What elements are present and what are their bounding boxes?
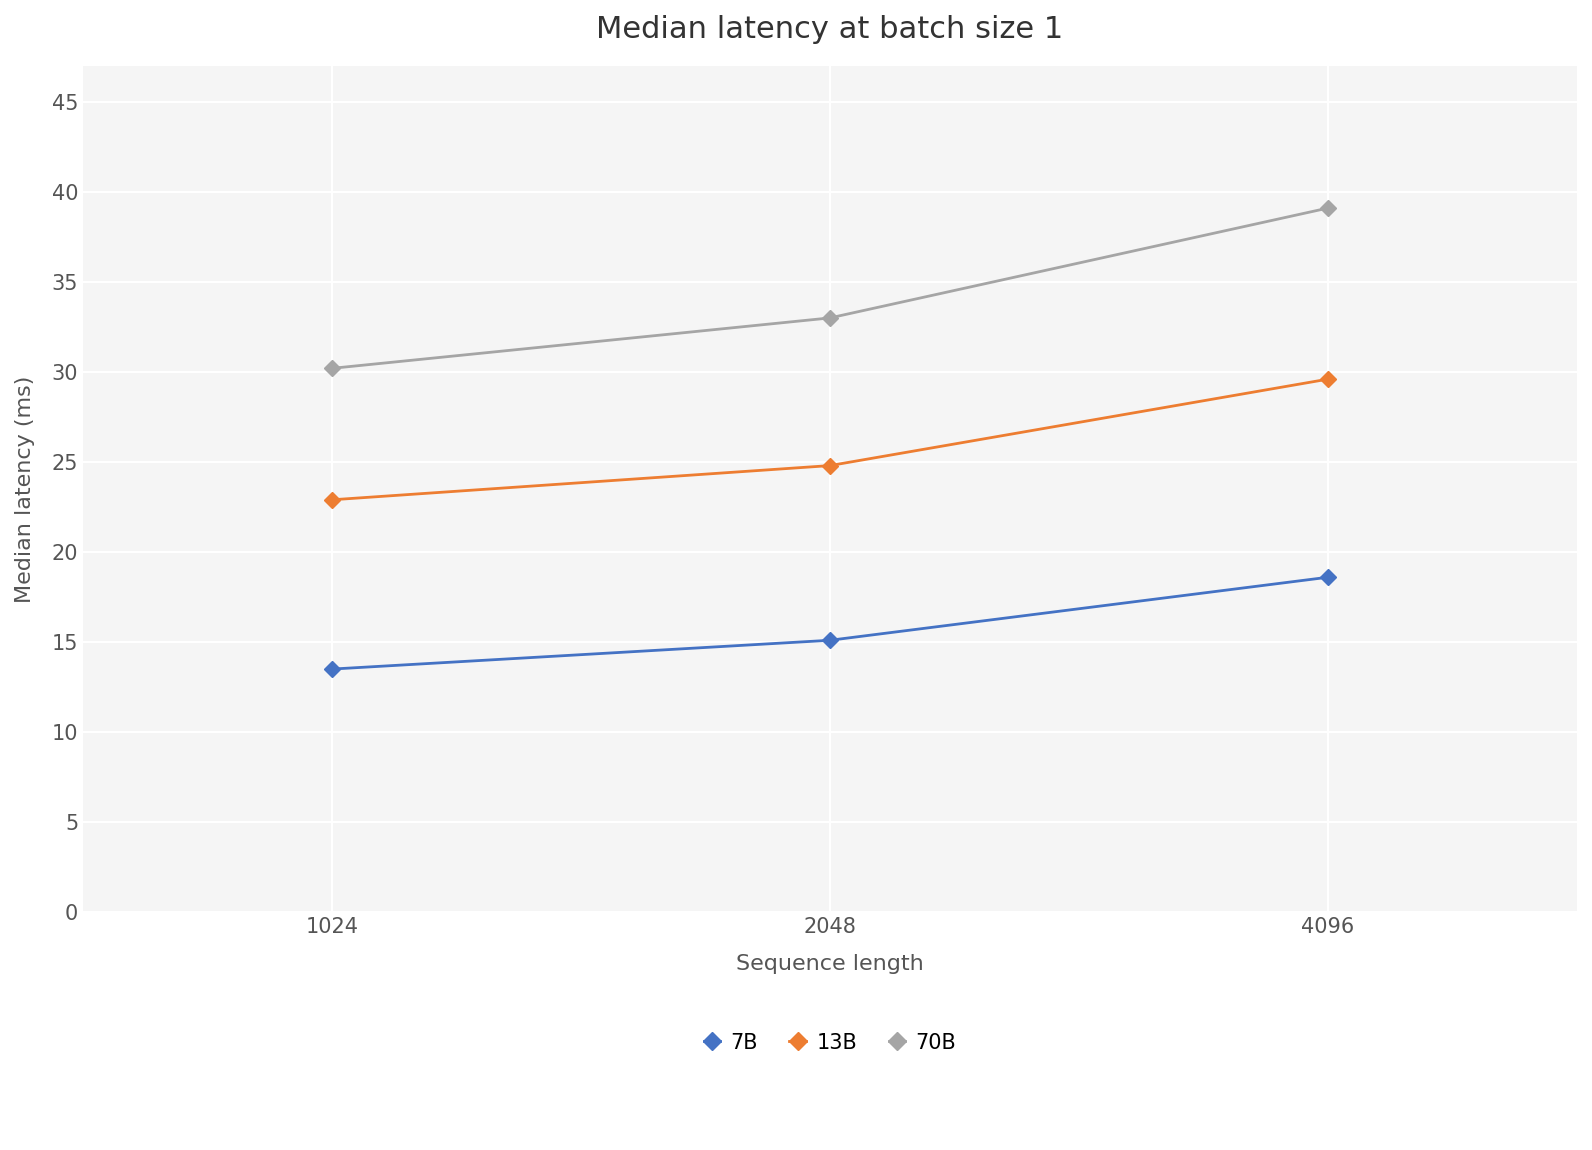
Line: 7B: 7B	[326, 572, 1334, 675]
Line: 13B: 13B	[326, 374, 1334, 505]
13B	[1318, 373, 1337, 386]
13B	[323, 493, 342, 507]
7B	[323, 662, 342, 676]
70B	[1318, 201, 1337, 215]
7B	[820, 634, 839, 647]
X-axis label: Sequence length: Sequence length	[736, 953, 923, 974]
Legend: 7B, 13B, 70B: 7B, 13B, 70B	[696, 1025, 965, 1061]
70B	[820, 310, 839, 324]
Y-axis label: Median latency (ms): Median latency (ms)	[14, 375, 35, 603]
Line: 70B: 70B	[326, 202, 1334, 374]
13B	[820, 459, 839, 473]
Title: Median latency at batch size 1: Median latency at batch size 1	[597, 15, 1063, 44]
70B	[323, 361, 342, 375]
7B	[1318, 570, 1337, 584]
